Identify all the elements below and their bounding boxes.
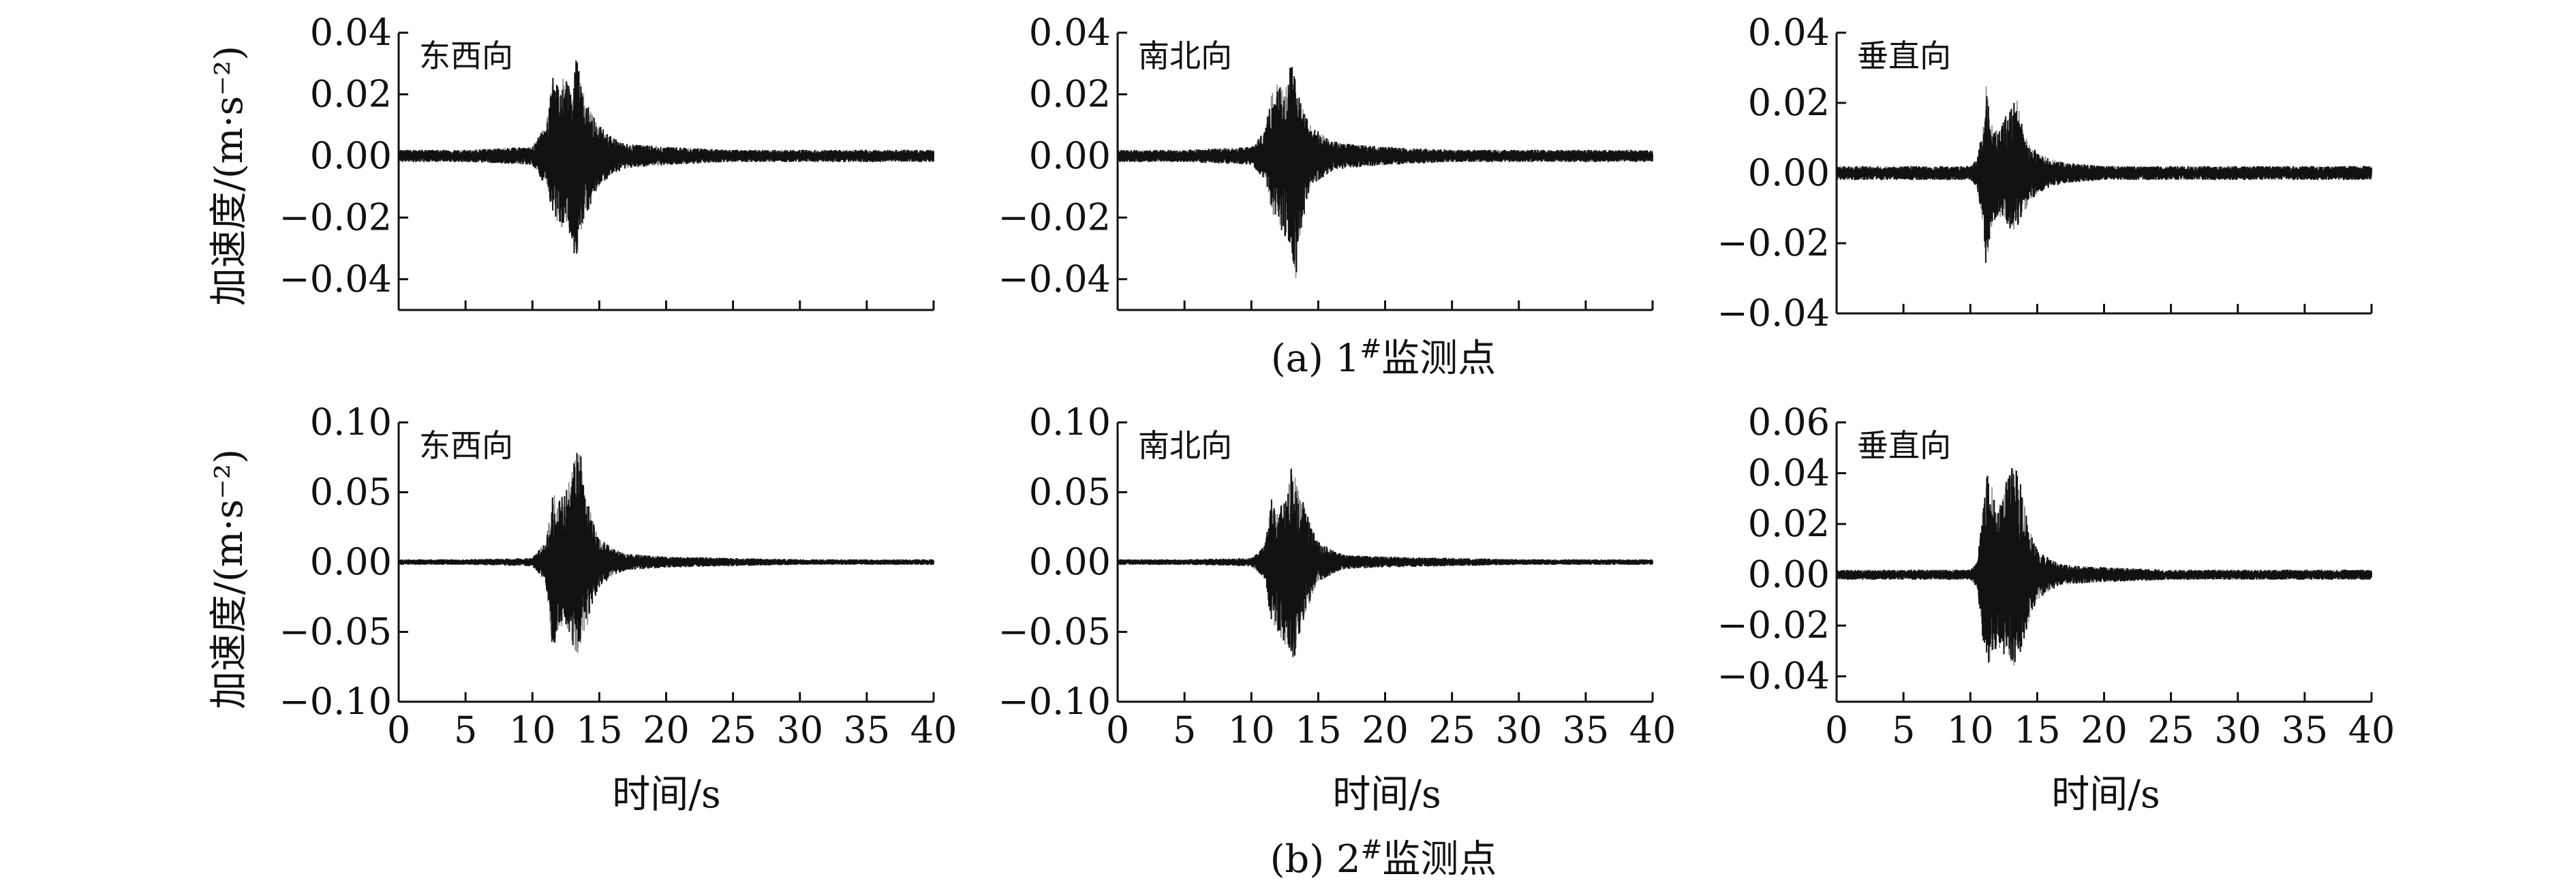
y-tick-label: 0.00 — [310, 134, 392, 177]
subplot: −0.04 −0.02 0.00 0.02 0.04 0.06 0 5 10 15 20 25 30 35… — [1717, 401, 2395, 751]
x-tick-label: 0 — [1825, 709, 1848, 751]
y-tick-label: 0.00 — [1029, 540, 1111, 583]
x-tick-label: 20 — [643, 709, 690, 751]
y-axis-title: 加速度/(m·s⁻²) — [207, 449, 251, 709]
waveform-trace-shadow — [398, 454, 934, 653]
y-tick-label: 0.04 — [1748, 11, 1830, 54]
y-axis-title-top: 加速度/(m·s⁻²) — [207, 46, 251, 306]
x-axis-title: 时间/s — [2051, 773, 2160, 817]
subplot: −0.10 −0.05 0.00 0.05 0.10 0 5 10 15 20 25 30 35 40 东西… — [279, 401, 957, 751]
x-tick-label: 25 — [1428, 709, 1475, 751]
caption-b-sup: # — [1361, 835, 1383, 865]
y-tick-label: 0.02 — [1748, 81, 1830, 124]
y-tick-label: 0.05 — [310, 471, 392, 514]
x-tick-label: 40 — [1629, 709, 1676, 751]
x-tick-label: 25 — [709, 709, 756, 751]
y-tick-label: −0.10 — [279, 680, 392, 723]
component-label: 垂直向 — [1857, 427, 1951, 464]
x-tick-label: 15 — [576, 709, 623, 751]
waveform-trace — [1836, 467, 2372, 663]
subplot: −0.10 −0.05 0.00 0.05 0.10 0 5 10 15 20 25 30 35 40 南北… — [998, 401, 1676, 751]
x-tick-label: 30 — [1495, 709, 1542, 751]
y-tick-label: 0.10 — [1029, 401, 1111, 444]
x-tick-label: 30 — [776, 709, 823, 751]
waveform-trace-shadow — [1117, 67, 1653, 279]
y-tick-label: −0.05 — [998, 610, 1111, 653]
x-tick-label: 35 — [1563, 709, 1610, 751]
component-label: 南北向 — [1138, 37, 1232, 74]
y-tick-label: −0.04 — [279, 258, 392, 300]
y-tick-label: 0.06 — [1748, 401, 1830, 444]
caption-a-suffix: 监测点 — [1381, 337, 1496, 381]
x-tick-label: 15 — [2014, 709, 2061, 751]
y-tick-label: −0.04 — [1717, 655, 1830, 698]
y-tick-label: 0.00 — [1748, 553, 1830, 596]
subplot: −0.04 −0.02 0.00 0.02 0.04 南北向 — [998, 11, 1654, 311]
x-tick-label: 15 — [1295, 709, 1342, 751]
x-tick-label: 5 — [1173, 709, 1196, 751]
y-tick-label: −0.04 — [1717, 292, 1830, 335]
y-tick-label: −0.02 — [998, 196, 1111, 238]
y-tick-label: 0.00 — [1748, 151, 1830, 194]
x-tick-label: 20 — [2081, 709, 2128, 751]
component-label: 东西向 — [419, 427, 513, 464]
x-tick-label: 5 — [1892, 709, 1915, 751]
x-tick-label: 5 — [454, 709, 477, 751]
waveform-trace — [1836, 96, 2372, 263]
x-tick-label: 40 — [910, 709, 957, 751]
caption-a-sup: # — [1360, 334, 1381, 364]
y-axis-title-bottom: 加速度/(m·s⁻²) — [207, 449, 251, 709]
x-axis-title: 时间/s — [1332, 773, 1441, 817]
subplot-grid: −0.04 −0.02 0.00 0.02 0.04 东西向 −0.04 −0.02 0.00 0… — [279, 11, 2395, 751]
x-tick-label: 30 — [2214, 709, 2261, 751]
x-tick-label: 35 — [844, 709, 891, 751]
caption-b-suffix: 监测点 — [1382, 837, 1497, 882]
caption-b: (b) 2#监测点 — [1270, 835, 1497, 882]
y-tick-label: −0.04 — [998, 258, 1111, 300]
component-label: 南北向 — [1138, 427, 1232, 464]
x-tick-label: 20 — [1362, 709, 1409, 751]
y-tick-label: 0.02 — [1748, 502, 1830, 545]
y-tick-label: 0.02 — [310, 72, 392, 115]
y-tick-label: 0.00 — [1029, 134, 1111, 177]
x-tick-label: 25 — [2147, 709, 2194, 751]
y-tick-label: −0.10 — [998, 680, 1111, 723]
component-label: 垂直向 — [1857, 37, 1951, 74]
x-tick-label: 10 — [1228, 709, 1275, 751]
y-tick-label: 0.04 — [310, 11, 392, 54]
waveform-trace — [1117, 67, 1653, 273]
x-tick-label: 0 — [387, 709, 410, 751]
x-tick-label: 10 — [509, 709, 556, 751]
y-tick-label: 0.10 — [310, 401, 392, 444]
caption-a-prefix: (a) 1 — [1271, 337, 1360, 381]
y-tick-label: 0.05 — [1029, 471, 1111, 514]
component-label: 东西向 — [419, 37, 513, 74]
subplot: −0.04 −0.02 0.00 0.02 0.04 垂直向 — [1717, 11, 2373, 335]
y-tick-label: 0.00 — [310, 540, 392, 583]
waveform-trace — [1117, 468, 1653, 657]
waveform-trace — [398, 452, 934, 646]
y-tick-label: −0.02 — [1717, 604, 1830, 647]
x-tick-label: 35 — [2282, 709, 2329, 751]
y-axis-title: 加速度/(m·s⁻²) — [207, 46, 251, 306]
x-tick-label: 10 — [1947, 709, 1994, 751]
y-tick-label: −0.05 — [279, 610, 392, 653]
y-tick-label: 0.04 — [1029, 11, 1111, 54]
y-tick-label: −0.02 — [1717, 221, 1830, 264]
y-tick-label: 0.04 — [1748, 452, 1830, 495]
y-tick-label: 0.02 — [1029, 72, 1111, 115]
caption-a: (a) 1#监测点 — [1271, 334, 1496, 381]
x-tick-label: 0 — [1106, 709, 1129, 751]
x-tick-label: 40 — [2348, 709, 2395, 751]
waveform-trace — [398, 60, 934, 254]
subplot: −0.04 −0.02 0.00 0.02 0.04 东西向 — [279, 11, 935, 311]
y-tick-label: −0.02 — [279, 196, 392, 238]
x-axis-title: 时间/s — [612, 773, 721, 817]
caption-b-prefix: (b) 2 — [1270, 837, 1361, 882]
